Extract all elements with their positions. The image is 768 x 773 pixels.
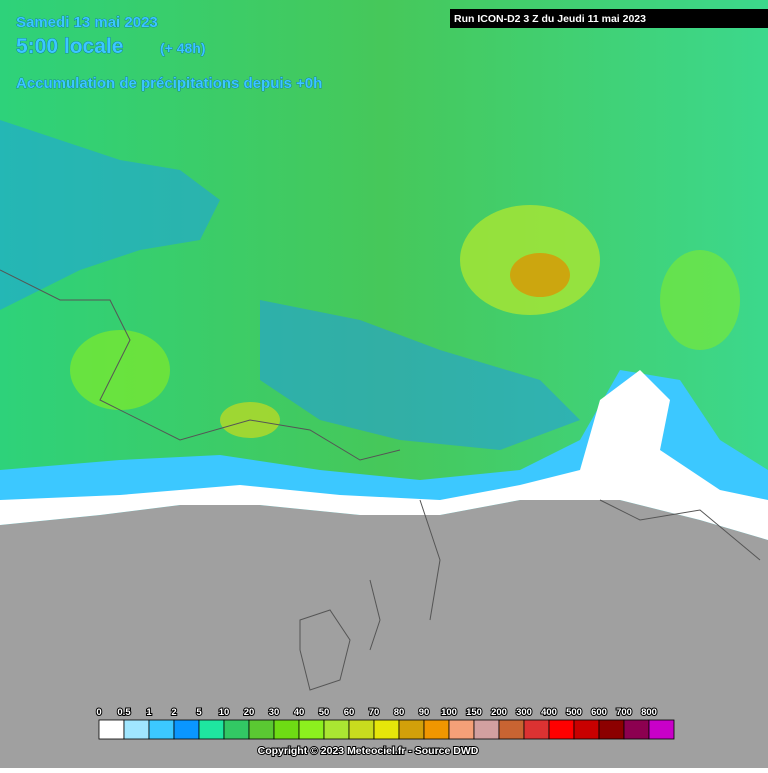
legend-tick-label: 500: [566, 707, 582, 718]
copyright: Copyright © 2023 Meteociel.fr - Source D…: [258, 745, 479, 757]
run-label: Run ICON-D2 3 Z du Jeudi 11 mai 2023: [454, 13, 646, 25]
date: Samedi 13 mai 2023: [16, 14, 158, 31]
legend-tick-label: 600: [591, 707, 607, 718]
legend-tick-label: 700: [616, 707, 632, 718]
legend-tick-label: 0.5: [117, 707, 131, 718]
legend-tick-label: 20: [244, 707, 255, 718]
legend-tick-label: 70: [369, 707, 380, 718]
legend-swatch: [548, 719, 575, 740]
legend-tick-label: 90: [419, 707, 430, 718]
product-title: Accumulation de précipitations depuis +0…: [16, 75, 322, 92]
legend-tick-label: 10: [219, 707, 230, 718]
legend-swatch: [398, 719, 425, 740]
legend-swatch: [298, 719, 325, 740]
legend-swatch: [623, 719, 650, 740]
legend-tick-label: 150: [466, 707, 482, 718]
legend-tick-label: 5: [196, 707, 202, 718]
legend-swatch: [273, 719, 300, 740]
legend-swatch: [523, 719, 550, 740]
legend-swatch: [423, 719, 450, 740]
legend: 0 0.5 1 2 5 10 20 30 40 50 60 70 80 90 100 150 200 300 400…: [95, 706, 675, 740]
legend-swatch: [198, 719, 225, 740]
legend-swatch: [323, 719, 350, 740]
legend-swatch: [598, 719, 625, 740]
legend-tick-label: 200: [491, 707, 507, 718]
legend-swatch: [448, 719, 475, 740]
legend-swatch: [573, 719, 600, 740]
legend-swatch: [473, 719, 500, 740]
legend-swatch: [248, 719, 275, 740]
legend-tick-label: 2: [171, 707, 176, 718]
legend-tick-label: 30: [269, 707, 280, 718]
legend-tick-label: 400: [541, 707, 557, 718]
legend-swatch: [123, 719, 150, 740]
legend-tick-label: 100: [441, 707, 457, 718]
legend-swatch: [498, 719, 525, 740]
legend-swatch: [173, 719, 200, 740]
legend-swatch: [648, 719, 675, 740]
legend-tick-label: 1: [146, 707, 152, 718]
legend-swatch: [148, 719, 175, 740]
legend-swatch: [223, 719, 250, 740]
lead-time: (+ 48h): [160, 40, 206, 56]
legend-tick-label: 60: [344, 707, 355, 718]
time: 5:00 locale: [16, 35, 123, 58]
legend-tick-label: 800: [641, 707, 657, 718]
legend-swatch: [348, 719, 375, 740]
run-box: [450, 9, 768, 28]
legend-tick-label: 80: [394, 707, 405, 718]
legend-swatch: [373, 719, 400, 740]
legend-tick-label: 0: [96, 707, 101, 718]
legend-tick-label: 40: [294, 707, 305, 718]
legend-swatch: [98, 719, 125, 740]
legend-tick-label: 50: [319, 707, 330, 718]
legend-tick-label: 300: [516, 707, 532, 718]
